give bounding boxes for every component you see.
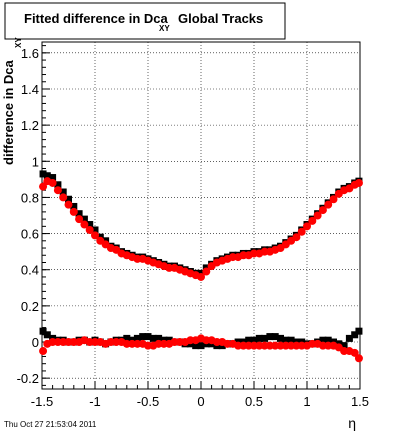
data-point (351, 331, 359, 339)
x-tick-label: -0.5 (137, 394, 159, 409)
x-tick-label: 0.5 (245, 394, 263, 409)
x-tick-label: 1.5 (351, 394, 369, 409)
data-point (91, 226, 99, 234)
x-tick-label: -1.5 (31, 394, 53, 409)
data-point (39, 170, 47, 178)
data-point (39, 327, 47, 335)
data-point (144, 333, 152, 341)
data-point (43, 331, 51, 339)
data-point (39, 347, 48, 356)
data-point (149, 334, 157, 342)
data-point (91, 231, 99, 240)
data-point (75, 210, 83, 218)
plot-area: -1.5 -1 -0.5 0 0.5 1 1.5 -0.2 0 0.2 0.4 0.6 0.8 1 1.2 1… (17, 41, 369, 409)
data-point (350, 348, 359, 357)
chart-title-suffix: Global Tracks (178, 11, 263, 26)
data-point (354, 178, 363, 187)
data-point (340, 342, 348, 350)
data-point (86, 221, 94, 229)
chart-title: Fitted difference in Dca (24, 11, 169, 26)
data-point (39, 182, 48, 191)
data-point (354, 354, 363, 363)
data-point (266, 333, 274, 341)
data-point (123, 334, 131, 342)
y-tick-label: 1.2 (21, 118, 39, 133)
data-point (48, 178, 57, 187)
data-marks (39, 170, 363, 363)
data-point (80, 220, 89, 229)
y-tick-label: -0.2 (17, 371, 39, 386)
y-axis-label: difference in Dca XY (1, 37, 23, 165)
data-point (324, 336, 332, 344)
axes: -1.5 -1 -0.5 0 0.5 1 1.5 -0.2 0 0.2 0.4 0.6 0.8 1 1.2 1… (17, 45, 369, 409)
data-point (70, 202, 78, 210)
data-point (69, 207, 78, 216)
data-point (64, 200, 73, 209)
data-point (85, 225, 94, 234)
y-tick-label: 0.4 (21, 263, 39, 278)
data-point (155, 334, 163, 342)
y-axis-title-subscript: XY (14, 37, 23, 48)
data-point (292, 233, 301, 242)
data-point (192, 342, 200, 350)
data-point (324, 200, 333, 209)
data-point (139, 333, 147, 341)
x-axis-title: η (348, 415, 356, 431)
data-point (261, 334, 269, 342)
y-tick-label: 0.2 (21, 299, 39, 314)
data-point (318, 206, 327, 215)
data-point (287, 336, 295, 344)
data-point (308, 216, 317, 225)
data-point (355, 327, 363, 335)
data-point (255, 334, 263, 342)
series-2 (39, 177, 363, 281)
data-point (319, 336, 327, 344)
data-point (297, 227, 306, 236)
data-point (282, 336, 290, 344)
chart-title-subscript: XY (159, 24, 170, 33)
data-point (43, 172, 51, 180)
y-tick-label: 0 (32, 335, 39, 350)
data-point (75, 215, 84, 224)
data-point (49, 174, 57, 182)
data-point (245, 336, 253, 344)
data-point (59, 193, 68, 202)
data-point (313, 211, 322, 220)
data-point (329, 195, 338, 204)
data-point (202, 267, 211, 276)
y-tick-label: 0.6 (21, 227, 39, 242)
data-point (345, 334, 353, 342)
data-point (197, 342, 205, 350)
data-point (197, 272, 205, 281)
timestamp-label: Thu Oct 27 21:53:04 2011 (4, 420, 97, 429)
x-tick-label: 0 (197, 394, 204, 409)
y-tick-label: 1 (32, 154, 39, 169)
data-point (65, 195, 72, 203)
title-box: Fitted difference in Dca XY Global Track… (4, 2, 286, 40)
data-point (277, 334, 284, 342)
data-point (271, 333, 279, 341)
data-point (53, 186, 62, 195)
y-tick-label: 1.4 (21, 82, 39, 97)
data-point (250, 336, 258, 344)
x-tick-label: -1 (89, 394, 101, 409)
data-point (59, 188, 67, 196)
data-point (54, 181, 62, 189)
data-point (80, 215, 88, 223)
x-tick-label: 1 (303, 394, 310, 409)
y-tick-label: 1.6 (21, 46, 39, 61)
data-point (303, 222, 311, 231)
y-axis-title: difference in Dca (1, 59, 16, 165)
y-tick-label: 0.8 (21, 190, 39, 205)
data-point (133, 334, 141, 342)
series-3 (39, 334, 363, 363)
